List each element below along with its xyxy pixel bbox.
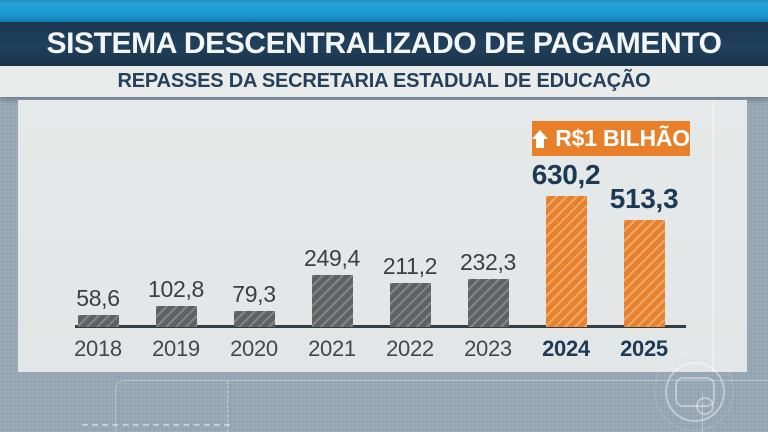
bar-value-label: 58,6 — [76, 285, 120, 311]
x-axis-tick-label: 2022 — [386, 336, 434, 361]
background-dashed-horizontal-line — [82, 424, 230, 426]
bar-2018 — [77, 315, 119, 327]
globo-logo-screen-shape — [675, 377, 715, 415]
x-axis-tick-label: 2025 — [620, 336, 668, 361]
billion-badge-label: R$1 BILHÃO — [555, 125, 690, 151]
bar-group-2019: 102,8 2019 — [137, 276, 215, 361]
globo-logo-outer-ring — [654, 351, 734, 431]
background-dashed-vertical-line — [227, 381, 228, 432]
bar-value-label: 102,8 — [147, 276, 205, 302]
bar-value-label: 211,2 — [382, 253, 438, 279]
top-cyan-strip — [0, 0, 768, 22]
bar-2024 — [545, 196, 587, 327]
background-outline-decoration — [115, 380, 768, 432]
bar-group-2024: 630,2 2024 — [527, 159, 605, 361]
chart-panel: R$1 BILHÃO 58,6 2018 102,8 2019 79,3 2020 249,… — [18, 100, 747, 372]
bar-2019 — [155, 306, 197, 327]
page-subtitle: REPASSES DA SECRETARIA ESTADUAL DE EDUCA… — [117, 70, 651, 92]
bar-2022 — [389, 283, 431, 327]
bar-group-2022: 211,2 2022 — [371, 253, 449, 361]
bar-value-label: 232,3 — [459, 249, 517, 275]
bar-2023 — [467, 279, 509, 327]
arrow-up-icon — [532, 129, 549, 148]
x-axis-tick-label: 2023 — [464, 336, 512, 361]
x-axis-tick-label: 2019 — [152, 336, 200, 361]
bar-2020 — [233, 311, 275, 327]
globo-logo-icon — [665, 362, 725, 422]
panel-highlight-stripe — [712, 100, 714, 372]
x-axis-tick-label: 2020 — [230, 336, 278, 361]
bar-group-2018: 58,6 2018 — [59, 285, 137, 361]
bar-value-label: 513,3 — [609, 183, 679, 214]
billion-badge: R$1 BILHÃO — [532, 121, 690, 156]
title-banner: SISTEMA DESCENTRALIZADO DE PAGAMENTO — [0, 22, 768, 66]
x-axis-tick-label: 2021 — [308, 336, 356, 361]
bar-value-label: 79,3 — [232, 281, 276, 307]
bar-group-2025: 513,3 2025 — [605, 183, 683, 361]
subtitle-strip: REPASSES DA SECRETARIA ESTADUAL DE EDUCA… — [0, 66, 768, 97]
bar-group-2020: 79,3 2020 — [215, 281, 293, 361]
x-axis-tick-label: 2018 — [74, 336, 122, 361]
x-axis-tick-label: 2024 — [542, 336, 590, 361]
globo-logo-tail-line — [702, 392, 703, 432]
bar-group-2023: 232,3 2023 — [449, 249, 527, 361]
globo-logo-inner-circle — [696, 397, 714, 415]
page-title: SISTEMA DESCENTRALIZADO DE PAGAMENTO — [46, 27, 722, 60]
bar-2021 — [311, 275, 353, 327]
x-axis-line — [75, 325, 686, 328]
bar-2025 — [623, 220, 665, 327]
bar-value-label: 630,2 — [531, 159, 601, 190]
bar-group-2021: 249,4 2021 — [293, 245, 371, 361]
bar-value-label: 249,4 — [303, 245, 361, 271]
